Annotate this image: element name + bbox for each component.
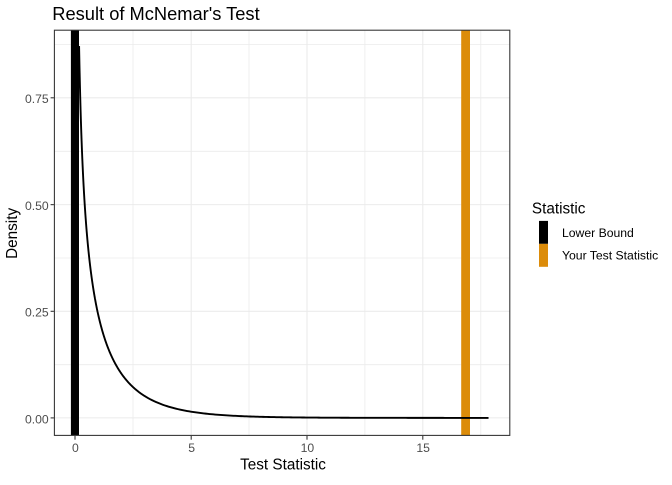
svg-text:Density: Density	[4, 208, 21, 259]
svg-text:0.25: 0.25	[25, 306, 49, 320]
svg-text:Test Statistic: Test Statistic	[240, 457, 326, 474]
svg-text:10: 10	[301, 441, 315, 455]
svg-text:Lower Bound: Lower Bound	[562, 226, 634, 240]
svg-text:5: 5	[188, 441, 195, 455]
svg-text:0.50: 0.50	[25, 199, 49, 213]
svg-text:0.00: 0.00	[25, 412, 49, 426]
svg-text:0.75: 0.75	[25, 92, 49, 106]
svg-text:0: 0	[72, 441, 79, 455]
svg-text:Your Test Statistic: Your Test Statistic	[562, 249, 658, 263]
svg-text:Statistic: Statistic	[532, 201, 586, 218]
svg-text:15: 15	[416, 441, 430, 455]
svg-text:Result of McNemar's Test: Result of McNemar's Test	[52, 3, 259, 24]
